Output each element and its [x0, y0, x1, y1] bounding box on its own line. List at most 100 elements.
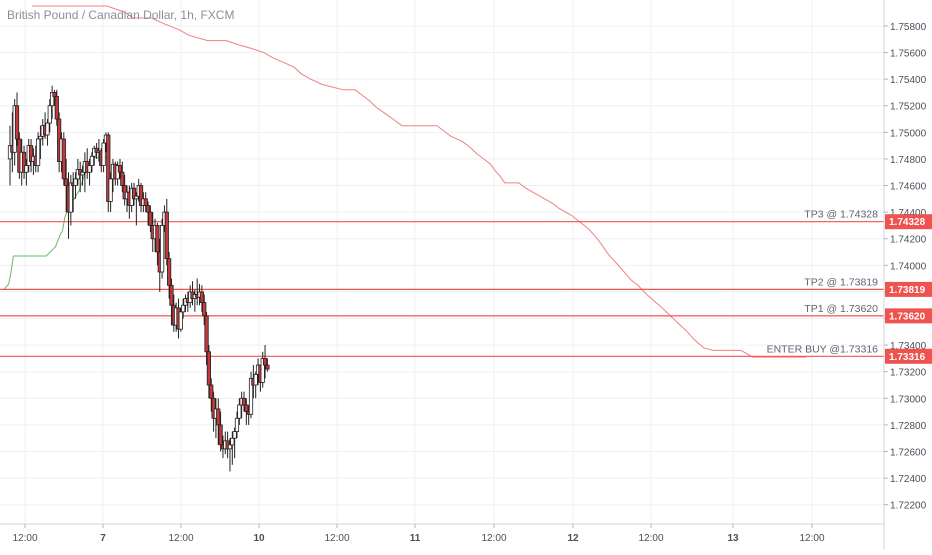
time-tick-label: 12:00 [324, 533, 349, 544]
price-tick-label: 1.72800 [890, 421, 927, 432]
candle-body [21, 151, 27, 173]
candle-body [181, 304, 186, 313]
time-tick-label: 12:00 [799, 533, 824, 544]
candle-body [50, 92, 55, 107]
candle-body [54, 96, 59, 120]
candle-body [73, 178, 78, 186]
candle-body [47, 105, 52, 124]
price-axis: 1.75800 1.75600 1.75400 1.75200 1.75000 1.748… [884, 22, 927, 512]
candle-body [117, 165, 123, 173]
candle-body [143, 198, 148, 206]
time-tick-label: 12:00 [638, 533, 663, 544]
time-tick-label: 10 [253, 533, 265, 544]
candle-body [204, 315, 209, 353]
price-tick-label: 1.73400 [890, 341, 927, 352]
candle-body [262, 358, 268, 366]
candle-body [148, 211, 153, 226]
candle-body [178, 311, 183, 330]
price-tick-label: 1.75800 [890, 22, 927, 33]
candle-body [80, 171, 85, 176]
price-tick-label: 1.74800 [890, 155, 927, 166]
time-axis: 12:00 7 12:00 10 12:00 11 12:00 12 12:00 13 12:00 [12, 524, 825, 544]
candle-body [35, 138, 41, 166]
price-level-label: ENTER BUY @1.73316 [767, 343, 879, 355]
candles [7, 85, 270, 472]
candle-body [120, 171, 125, 186]
candle-body [227, 444, 233, 450]
candle-body [199, 291, 204, 303]
price-tick-label: 1.75200 [890, 102, 927, 113]
candle-body [52, 92, 57, 97]
time-tick-label: 13 [727, 533, 739, 544]
candle-body [218, 424, 223, 446]
candle-body [159, 225, 165, 273]
chart-title: British Pound / Canadian Dollar, 1h, FXC… [7, 8, 235, 22]
price-tick-label: 1.75000 [890, 128, 927, 139]
candle-body [14, 105, 20, 140]
price-level-tag [885, 214, 932, 230]
candle-body [106, 134, 111, 202]
candle-body [253, 373, 258, 386]
price-tick-label: 1.72200 [890, 501, 927, 512]
candle-body [164, 211, 169, 260]
candle-body [244, 404, 249, 413]
candle-body [38, 135, 43, 140]
candle-body [241, 397, 247, 406]
candle-body [68, 182, 73, 213]
candle-body [216, 408, 221, 426]
candle-body [101, 142, 106, 166]
price-tick-label: 1.75400 [890, 75, 927, 86]
candle-body [234, 417, 240, 432]
candle-body [131, 187, 137, 200]
price-tick-label: 1.74400 [890, 208, 927, 219]
price-level-tag-label: 1.73620 [889, 311, 926, 322]
time-tick-label: 12:00 [481, 533, 506, 544]
candle-body [87, 165, 92, 173]
price-level-tag-label: 1.73819 [889, 285, 926, 296]
price-level-tag-label: 1.74328 [889, 217, 926, 228]
candle-body [209, 384, 214, 399]
time-tick-label: 12:00 [12, 533, 37, 544]
candle-body [155, 225, 160, 253]
price-tick-label: 1.74000 [890, 261, 927, 272]
price-level-tags: 1.74328 1.73819 1.73620 1.73316 [885, 214, 932, 364]
price-tick-label: 1.72600 [890, 448, 927, 459]
price-levels: TP3 @ 1.74328 TP2 @ 1.73819 TP1 @ 1.73620 E… [0, 209, 884, 357]
price-level-tag [885, 281, 932, 297]
time-tick-label: 12:00 [168, 533, 193, 544]
price-tick-label: 1.74200 [890, 235, 927, 246]
time-tick-label: 12 [567, 533, 579, 544]
candle-body [138, 185, 144, 206]
candle-body [202, 302, 207, 317]
price-level-label: TP3 @ 1.74328 [804, 209, 878, 221]
candle-body [45, 122, 50, 136]
price-tick-label: 1.75600 [890, 49, 927, 60]
candle-body [206, 351, 211, 386]
grid [0, 0, 884, 524]
candle-body [24, 165, 29, 173]
candle-body [145, 205, 151, 213]
candle-body [248, 377, 254, 415]
candle-body [169, 284, 174, 306]
candle-body [265, 364, 270, 370]
candle-body [260, 358, 265, 383]
candle-body [211, 397, 216, 419]
price-tick-label: 1.72400 [890, 474, 927, 485]
price-tick-label: 1.74600 [890, 182, 927, 193]
price-level-label: TP2 @ 1.73819 [804, 276, 878, 288]
price-level-label: TP1 @ 1.73620 [804, 303, 878, 315]
candle-body [89, 155, 94, 166]
price-level-tag-label: 1.73316 [889, 352, 926, 363]
price-tick-label: 1.73200 [890, 368, 927, 379]
candle-body [64, 178, 69, 186]
candle-body [108, 178, 113, 202]
candle-body [230, 437, 235, 446]
candle-body [167, 258, 172, 286]
candle-body [28, 145, 34, 162]
time-tick-label: 11 [410, 533, 421, 544]
candle-body [232, 431, 237, 439]
price-level-tag [885, 308, 932, 324]
